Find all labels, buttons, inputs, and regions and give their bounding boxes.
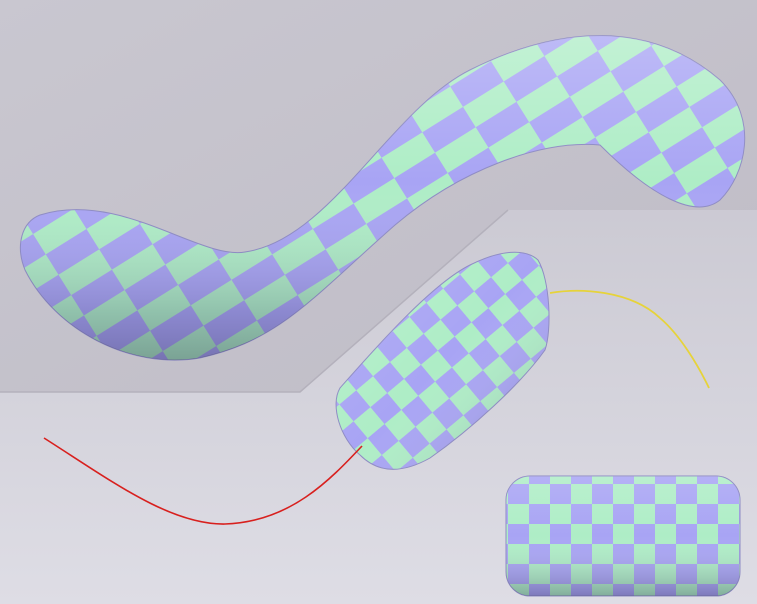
ground-plane-edge (0, 209, 509, 393)
large-bent-tube[interactable] (19, 35, 746, 361)
medium-short-tube[interactable] (335, 251, 550, 470)
red-sweep-curve[interactable] (43, 437, 363, 525)
yellow-sweep-curve[interactable] (549, 289, 710, 389)
small-straight-tube[interactable] (505, 475, 741, 597)
